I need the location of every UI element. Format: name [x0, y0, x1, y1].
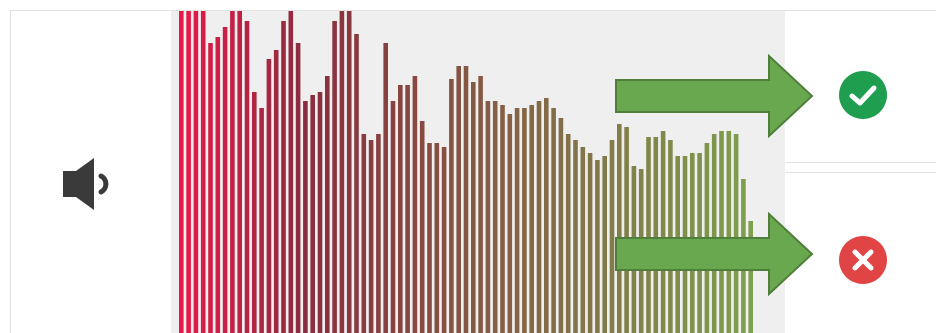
spectrum-bar — [200, 11, 206, 333]
spectrum-bar — [668, 140, 673, 333]
spectrum-bar — [580, 147, 586, 333]
spectrum-bars — [179, 11, 753, 333]
spectrum-bar — [215, 37, 221, 333]
spectrum-bar — [544, 98, 549, 333]
spectrum-bar — [522, 108, 527, 333]
spectrum-bar — [398, 85, 403, 333]
spectrum-bar — [529, 105, 534, 333]
spectrum-bar — [368, 140, 374, 333]
spectrum-bar — [317, 92, 323, 333]
spectrum-bar — [434, 143, 440, 333]
spectrum-bar — [609, 140, 615, 333]
spectrum-bar — [602, 156, 607, 333]
spectrum-bar — [617, 124, 622, 333]
spectrum-bar — [288, 11, 294, 333]
spectrum-bar — [193, 11, 199, 333]
audio-panel — [10, 10, 785, 333]
spectrum-bar — [266, 59, 272, 333]
arrow-right-icon — [615, 212, 814, 296]
audio-spectrum — [171, 11, 785, 333]
spectrum-bar — [573, 140, 578, 333]
spectrum-bar — [354, 34, 359, 333]
spectrum-bar — [376, 134, 381, 333]
speaker-cell — [11, 11, 171, 333]
confirm-option[interactable] — [785, 10, 936, 163]
spectrum-bar — [244, 21, 250, 333]
spectrum-bar — [339, 11, 345, 333]
spectrum-bar — [390, 101, 396, 333]
spectrum-bar — [558, 118, 564, 333]
spectrum-bar — [310, 95, 315, 333]
spectrum-bar — [361, 134, 367, 333]
spectrum-bar — [405, 85, 410, 333]
spectrum-bar — [500, 105, 505, 333]
spectrum-bar — [726, 131, 732, 333]
spectrum-bar — [325, 76, 330, 333]
spectrum-bar — [507, 114, 513, 333]
spectrum-bar — [346, 11, 352, 333]
spectrum-bar — [733, 134, 739, 333]
spectrum-bar — [186, 11, 191, 333]
spectrum-bar — [222, 27, 228, 333]
spectrum-bar — [237, 11, 242, 333]
spectrum-bar — [719, 131, 724, 333]
check-circle-icon[interactable] — [838, 70, 888, 120]
spectrum-bar — [748, 221, 753, 333]
spectrum-bar — [427, 143, 432, 333]
spectrum-bar — [230, 11, 235, 333]
spectrum-bar — [485, 101, 491, 333]
spectrum-bar — [259, 108, 264, 333]
spectrum-bar — [295, 43, 301, 333]
spectrum-bar — [449, 79, 454, 333]
spectrum-bar — [441, 147, 447, 333]
speaker-icon[interactable] — [61, 154, 121, 214]
spectrum-bar — [565, 134, 571, 333]
spectrum-bar — [711, 134, 717, 333]
spectrum-bar — [412, 76, 418, 333]
spectrum-bar — [419, 121, 425, 333]
spectrum-bar — [471, 82, 476, 333]
spectrum-bar — [595, 160, 600, 333]
spectrum-bar — [281, 21, 286, 333]
spectrum-bar — [456, 66, 461, 333]
spectrum-bar — [514, 108, 520, 333]
spectrum-bar — [273, 50, 279, 333]
spectrum-bar — [653, 137, 659, 333]
x-circle-icon[interactable] — [838, 235, 888, 285]
spectrum-bar — [660, 131, 666, 333]
spectrum-bar — [551, 108, 556, 333]
spectrum-bar — [252, 92, 257, 333]
spectrum-bar — [492, 101, 498, 333]
spectrum-bar — [208, 43, 213, 333]
spectrum-bar — [332, 21, 337, 333]
spectrum-bar — [646, 137, 651, 333]
spectrum-bar — [478, 76, 483, 333]
spectrum-bar — [624, 127, 629, 333]
spectrum-bar — [536, 101, 542, 333]
spectrum-bar — [179, 11, 184, 333]
spectrum-bar — [463, 66, 469, 333]
spectrum-bar — [383, 43, 388, 333]
spectrum-bar — [303, 101, 308, 333]
arrow-right-icon — [615, 54, 814, 138]
spectrum-bar — [587, 153, 593, 333]
